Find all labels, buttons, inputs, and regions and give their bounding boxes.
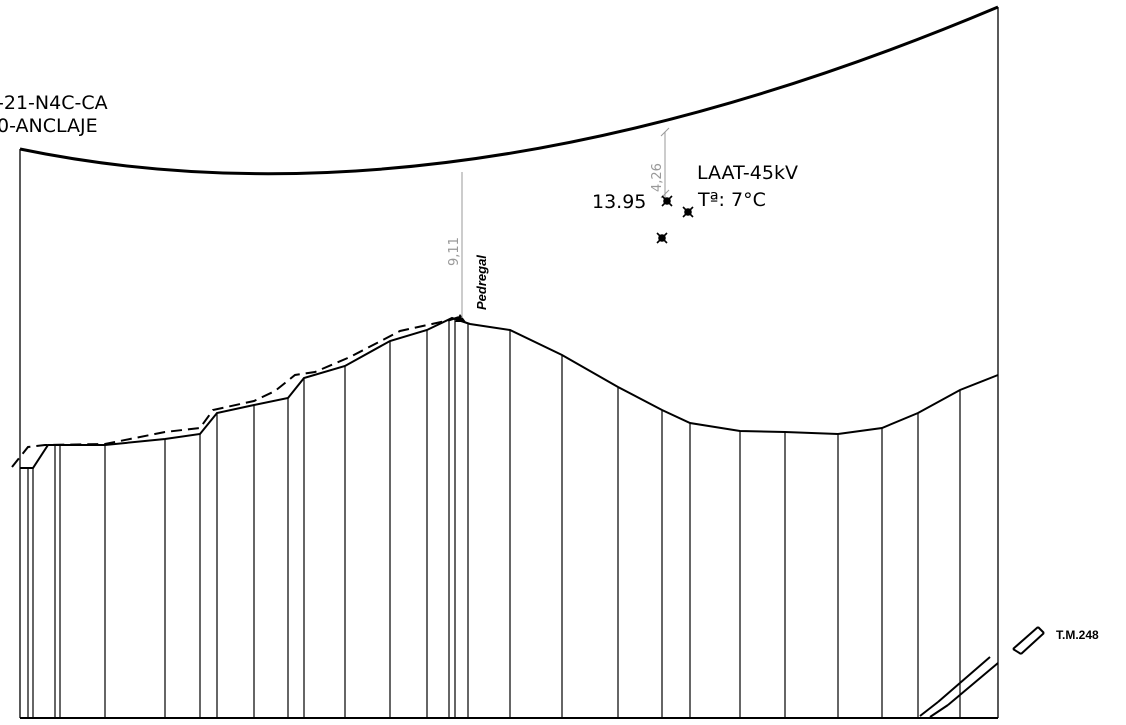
peak-name-label: Pedregal — [474, 255, 489, 310]
crossing-mark-2 — [682, 206, 694, 218]
structure-label-line2: 0-ANCLAJE — [0, 115, 98, 137]
line-name-label: LAAT-45kV — [697, 162, 798, 184]
structure-label-line1: -21-N4C-CA — [0, 92, 108, 114]
crossing-mark-3 — [656, 232, 668, 244]
boundary-symbol — [919, 626, 1045, 718]
crossing-value-label: 13.95 — [592, 191, 646, 213]
crossing-mark-1 — [661, 195, 673, 207]
catenary-curve — [19, 5, 999, 176]
survey-profile-dashed — [11, 315, 463, 468]
crossing-clearance-label: 4,26 — [650, 163, 665, 192]
peak-clearance-label: 9,11 — [447, 237, 462, 266]
station-lines — [27, 319, 961, 718]
terrain-profile — [20, 316, 999, 469]
boundary-label: T.M.248 — [1056, 628, 1099, 642]
crossing-tick-top — [660, 127, 670, 137]
peak-marker — [455, 314, 466, 322]
line-temperature-label: Tª: 7°C — [697, 189, 766, 211]
